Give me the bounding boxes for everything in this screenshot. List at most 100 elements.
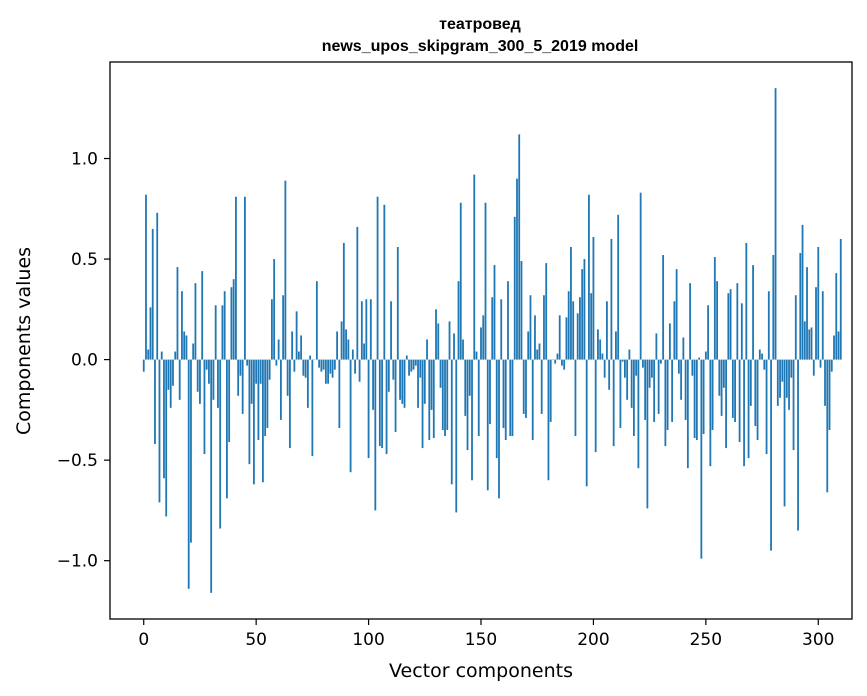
bar	[264, 359, 267, 437]
bar	[833, 335, 835, 360]
bar	[565, 317, 568, 360]
bar	[590, 293, 593, 360]
bar	[509, 359, 512, 437]
bar	[217, 359, 219, 408]
bar	[839, 238, 842, 360]
bar	[405, 355, 408, 360]
bar	[738, 359, 741, 443]
bar	[235, 196, 237, 360]
bar	[538, 343, 541, 360]
bar	[704, 351, 707, 360]
bar	[725, 359, 727, 449]
bar	[610, 238, 613, 360]
bar	[761, 353, 763, 360]
bar	[336, 331, 338, 360]
bar	[599, 339, 602, 360]
bar	[664, 359, 667, 447]
bar	[617, 214, 620, 360]
bar	[824, 359, 826, 406]
chart-subtitle: news_upos_skipgram_300_5_2019 model	[322, 38, 639, 55]
bar	[520, 261, 523, 360]
bar	[239, 359, 242, 376]
bar	[340, 321, 343, 360]
bar	[493, 265, 496, 360]
bar	[619, 359, 622, 428]
bar	[504, 359, 507, 441]
bar	[637, 359, 640, 469]
bar	[428, 359, 431, 441]
bar	[516, 178, 518, 360]
bar	[237, 359, 240, 396]
bar	[302, 359, 305, 376]
bar	[797, 359, 799, 531]
bar	[468, 359, 471, 396]
bar	[675, 269, 678, 360]
bar	[462, 339, 464, 360]
bar	[754, 359, 757, 426]
bar	[534, 315, 536, 360]
bar	[459, 202, 462, 360]
bar	[255, 359, 258, 384]
bar	[194, 283, 197, 360]
bars-group	[142, 88, 842, 593]
bar	[785, 359, 788, 398]
bar	[432, 359, 435, 439]
bar	[677, 359, 680, 374]
bar	[331, 359, 334, 378]
bar	[176, 267, 179, 360]
bar	[682, 337, 685, 360]
bar	[410, 359, 413, 372]
bar	[306, 359, 309, 408]
x-tick-label: 150	[465, 630, 497, 650]
y-tick-label: −0.5	[57, 451, 98, 471]
bar	[367, 359, 370, 459]
bar	[374, 359, 377, 511]
bar	[570, 247, 572, 360]
bar	[502, 359, 505, 428]
bar	[673, 301, 676, 360]
bar	[588, 194, 590, 360]
bar	[734, 359, 736, 422]
bar	[518, 134, 521, 360]
bar	[174, 351, 177, 360]
y-tick-label: 1.0	[71, 150, 98, 170]
bar	[284, 180, 287, 360]
bar	[419, 359, 422, 378]
bar	[547, 359, 550, 481]
bar	[221, 305, 224, 360]
bar	[592, 236, 595, 360]
bar	[707, 305, 709, 360]
bar	[473, 174, 476, 360]
bar	[228, 359, 231, 443]
bar	[511, 359, 514, 437]
bar	[147, 349, 150, 360]
bar	[540, 359, 543, 414]
bar	[399, 359, 401, 400]
bar	[774, 88, 777, 360]
bar	[145, 194, 147, 360]
bar	[513, 216, 516, 360]
bar	[756, 359, 759, 441]
bar	[628, 349, 631, 360]
bar	[199, 359, 201, 404]
bar	[266, 359, 269, 428]
bar	[293, 359, 296, 372]
bar	[169, 359, 172, 408]
bar	[439, 359, 442, 388]
bar	[441, 359, 444, 430]
chart-title: театровед	[439, 16, 521, 33]
bar	[529, 295, 532, 360]
bar	[686, 359, 689, 469]
bar	[727, 293, 730, 360]
bar	[826, 359, 829, 493]
bar	[799, 253, 802, 360]
bar	[716, 281, 718, 360]
bar	[214, 305, 217, 360]
bar	[444, 359, 446, 437]
bar	[297, 351, 300, 360]
bar	[275, 359, 278, 366]
y-tick-label: 0.5	[71, 250, 98, 270]
bar	[466, 359, 469, 451]
x-tick-label: 200	[577, 630, 609, 650]
